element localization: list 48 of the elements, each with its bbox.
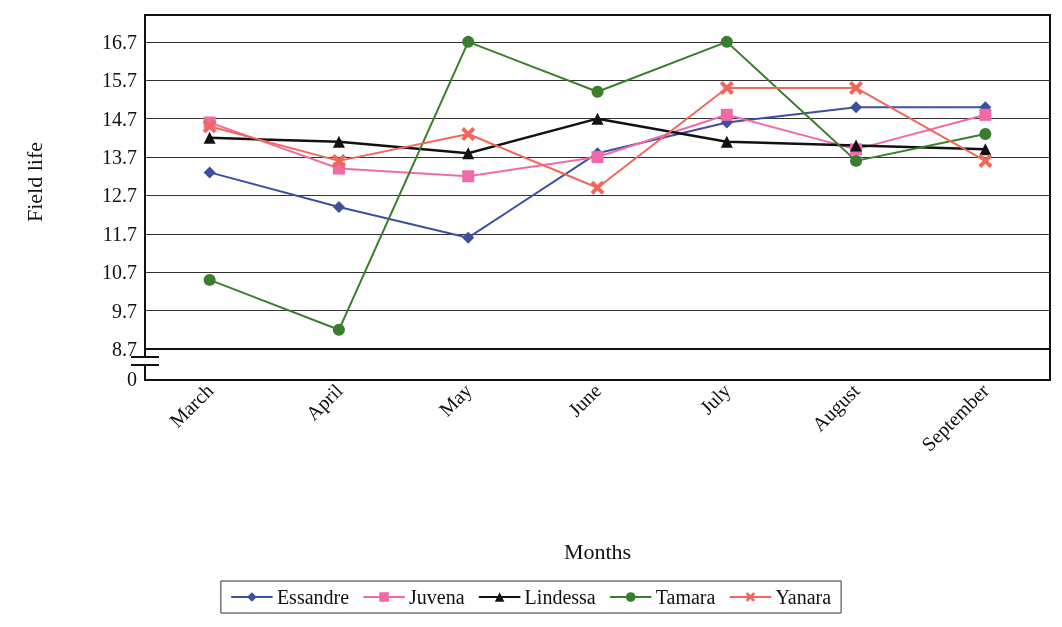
x-tick-label: July — [695, 379, 736, 420]
y-axis-title: Field life — [21, 141, 47, 223]
point — [720, 135, 733, 148]
point — [332, 323, 345, 336]
y-tick-label: 14.7 — [102, 107, 137, 130]
y-tick-label: 16.7 — [102, 30, 137, 53]
point — [591, 151, 604, 164]
legend-label: Tamara — [655, 586, 716, 608]
legend-label: Essandre — [276, 586, 350, 608]
point — [462, 35, 475, 48]
point — [979, 108, 992, 121]
y-tick-label: 13.7 — [102, 146, 137, 169]
point — [331, 153, 346, 168]
point — [203, 273, 216, 286]
point — [850, 154, 863, 167]
y-tick-label: 10.7 — [102, 261, 137, 284]
y-tick-label: 11.7 — [102, 222, 137, 245]
point — [849, 80, 864, 95]
legend-label: Juvena — [409, 586, 465, 608]
point — [979, 128, 992, 141]
point — [462, 147, 475, 160]
point — [720, 108, 733, 121]
point — [591, 85, 604, 98]
y-tick-label: 15.7 — [102, 69, 137, 92]
y-tick-label: 8.7 — [112, 338, 137, 360]
point — [850, 101, 863, 114]
point — [719, 80, 734, 95]
point — [590, 180, 605, 195]
point — [202, 119, 217, 134]
y-tick-label: 9.7 — [112, 299, 137, 322]
legend-label: Lindessa — [524, 586, 596, 608]
point — [332, 200, 345, 213]
x-tick-label: May — [434, 379, 477, 422]
text: 0 — [127, 368, 137, 390]
x-axis-title: Months — [563, 538, 632, 564]
legend-label: Yanara — [775, 586, 832, 608]
point — [461, 127, 476, 142]
point — [850, 139, 863, 152]
point — [203, 131, 216, 144]
point — [978, 153, 993, 168]
point — [462, 170, 475, 183]
x-tick-label: June — [563, 379, 606, 421]
point — [720, 35, 733, 48]
point — [332, 135, 345, 148]
point — [591, 112, 604, 125]
point — [462, 231, 475, 244]
point — [203, 166, 216, 179]
y-tick-label: 12.7 — [102, 184, 137, 207]
